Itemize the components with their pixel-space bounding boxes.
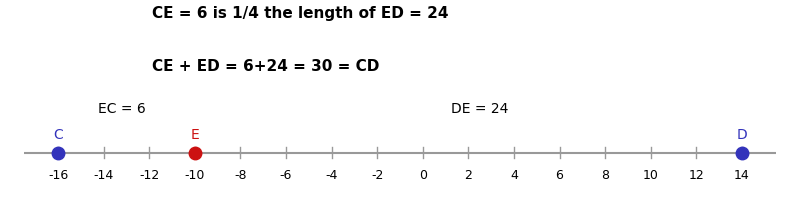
Text: -6: -6 <box>280 169 292 182</box>
Text: 2: 2 <box>465 169 472 182</box>
Text: -2: -2 <box>371 169 383 182</box>
Text: 10: 10 <box>642 169 658 182</box>
Text: EC = 6: EC = 6 <box>98 102 146 116</box>
Text: 4: 4 <box>510 169 518 182</box>
Text: -4: -4 <box>326 169 338 182</box>
Text: 6: 6 <box>555 169 563 182</box>
Text: C: C <box>54 129 63 143</box>
Text: D: D <box>737 129 747 143</box>
Text: -8: -8 <box>234 169 246 182</box>
Text: E: E <box>190 129 199 143</box>
Text: CE + ED = 6+24 = 30 = CD: CE + ED = 6+24 = 30 = CD <box>152 59 379 74</box>
Text: -12: -12 <box>139 169 159 182</box>
Text: DE = 24: DE = 24 <box>451 102 509 116</box>
Text: -16: -16 <box>48 169 68 182</box>
Text: 12: 12 <box>688 169 704 182</box>
Text: 8: 8 <box>601 169 609 182</box>
Text: -14: -14 <box>94 169 114 182</box>
Text: 14: 14 <box>734 169 750 182</box>
Text: 0: 0 <box>418 169 426 182</box>
Text: CE = 6 is 1/4 the length of ED = 24: CE = 6 is 1/4 the length of ED = 24 <box>152 6 449 21</box>
Text: -10: -10 <box>185 169 205 182</box>
